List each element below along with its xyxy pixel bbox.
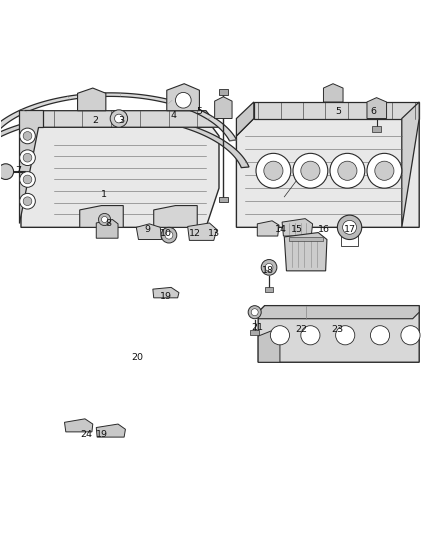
Polygon shape: [154, 206, 197, 228]
Text: 21: 21: [251, 323, 263, 332]
Polygon shape: [237, 102, 254, 136]
Bar: [289, 237, 322, 241]
Circle shape: [367, 154, 402, 188]
Circle shape: [401, 326, 420, 345]
Circle shape: [337, 215, 362, 239]
Circle shape: [23, 175, 32, 184]
Polygon shape: [284, 232, 327, 271]
Circle shape: [20, 193, 35, 209]
Text: 23: 23: [331, 325, 343, 334]
Polygon shape: [215, 97, 232, 118]
Circle shape: [265, 263, 273, 271]
Circle shape: [161, 228, 177, 243]
Polygon shape: [402, 102, 419, 228]
Circle shape: [20, 128, 35, 144]
Text: 7: 7: [15, 166, 21, 175]
Polygon shape: [78, 88, 106, 111]
Circle shape: [102, 216, 108, 223]
Circle shape: [165, 231, 173, 239]
Text: 15: 15: [291, 225, 304, 234]
Text: 5: 5: [196, 107, 202, 116]
Bar: [251, 330, 259, 335]
Circle shape: [248, 305, 261, 319]
Polygon shape: [39, 111, 219, 127]
Polygon shape: [0, 93, 237, 156]
Circle shape: [0, 164, 14, 180]
Polygon shape: [80, 206, 123, 228]
Text: 17: 17: [343, 225, 356, 234]
Text: 22: 22: [296, 325, 307, 334]
Circle shape: [301, 326, 320, 345]
Bar: [341, 226, 358, 246]
Circle shape: [20, 172, 35, 187]
Text: 10: 10: [160, 229, 172, 238]
Polygon shape: [21, 127, 219, 228]
Polygon shape: [167, 84, 199, 111]
Text: 16: 16: [318, 225, 330, 234]
Polygon shape: [257, 221, 279, 236]
Bar: [219, 197, 228, 202]
Circle shape: [293, 154, 328, 188]
Text: 13: 13: [208, 229, 220, 238]
Text: 6: 6: [371, 107, 377, 116]
Circle shape: [251, 309, 258, 316]
Circle shape: [110, 110, 127, 127]
Text: 20: 20: [131, 353, 143, 362]
Text: 8: 8: [105, 220, 111, 228]
Text: 12: 12: [189, 229, 201, 238]
Text: 4: 4: [170, 111, 177, 120]
Polygon shape: [258, 331, 280, 362]
Circle shape: [338, 161, 357, 180]
Text: 18: 18: [262, 266, 274, 276]
Text: 14: 14: [275, 225, 287, 234]
Circle shape: [20, 150, 35, 166]
Bar: [372, 126, 381, 132]
Text: 5: 5: [336, 107, 342, 116]
Text: 2: 2: [92, 116, 98, 125]
Circle shape: [330, 154, 365, 188]
Circle shape: [23, 197, 32, 206]
Circle shape: [375, 161, 394, 180]
Circle shape: [270, 326, 290, 345]
Polygon shape: [136, 224, 162, 239]
Polygon shape: [0, 113, 249, 190]
Circle shape: [176, 92, 191, 108]
Text: 9: 9: [144, 225, 150, 235]
Polygon shape: [258, 305, 419, 319]
Text: 19: 19: [96, 430, 108, 439]
Text: 24: 24: [80, 430, 92, 439]
Polygon shape: [282, 219, 313, 236]
Text: 3: 3: [118, 116, 124, 125]
Bar: [265, 287, 273, 292]
Circle shape: [336, 326, 355, 345]
Polygon shape: [96, 220, 118, 238]
Polygon shape: [367, 98, 387, 118]
Bar: [219, 90, 228, 94]
Circle shape: [371, 326, 390, 345]
Circle shape: [115, 114, 123, 123]
Polygon shape: [21, 111, 39, 144]
Text: 19: 19: [160, 292, 172, 301]
Circle shape: [261, 260, 277, 275]
Circle shape: [256, 154, 291, 188]
Polygon shape: [323, 84, 343, 102]
Polygon shape: [258, 305, 419, 362]
Text: 1: 1: [101, 190, 107, 199]
Circle shape: [343, 220, 357, 235]
Circle shape: [23, 154, 32, 162]
Polygon shape: [254, 102, 419, 118]
Polygon shape: [19, 110, 43, 223]
Polygon shape: [64, 419, 93, 432]
Polygon shape: [187, 223, 217, 240]
Circle shape: [301, 161, 320, 180]
Circle shape: [23, 132, 32, 140]
Polygon shape: [237, 118, 419, 228]
Polygon shape: [153, 287, 179, 298]
Polygon shape: [96, 424, 125, 437]
Circle shape: [264, 161, 283, 180]
Circle shape: [99, 213, 111, 225]
